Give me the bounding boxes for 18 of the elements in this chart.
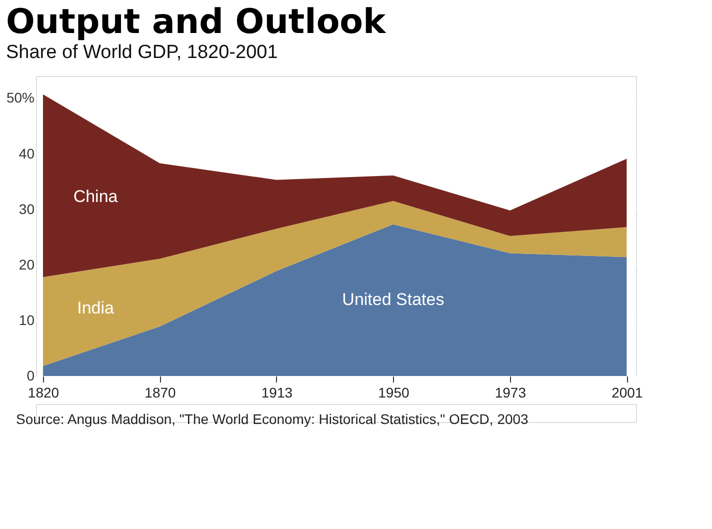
x-tick-label: 1820 xyxy=(28,384,60,400)
chart-subtitle: Share of World GDP, 1820-2001 xyxy=(6,42,278,63)
x-tick-label: 1913 xyxy=(261,384,293,400)
y-tick-label: 20 xyxy=(18,256,35,272)
series-label: India xyxy=(77,298,115,318)
y-tick-label: 10 xyxy=(18,312,35,328)
y-tick-label: 30 xyxy=(18,200,35,217)
x-tick-label: 1973 xyxy=(494,384,526,400)
y-tick-label: 0 xyxy=(26,368,35,384)
y-tick-label: 50% xyxy=(6,90,34,106)
x-tick-label: 1870 xyxy=(144,384,176,400)
y-tick-label: 40 xyxy=(18,145,35,162)
series-label: United States xyxy=(342,290,444,310)
series-label: China xyxy=(73,187,118,206)
x-tick-label: 1950 xyxy=(378,384,410,400)
x-tick-label: 2001 xyxy=(612,384,643,400)
chart-title: Output and Outlook xyxy=(6,2,388,42)
source-note: Source: Angus Maddison, "The World Economy: Historical Statistics," OECD, 2003 xyxy=(16,411,529,427)
